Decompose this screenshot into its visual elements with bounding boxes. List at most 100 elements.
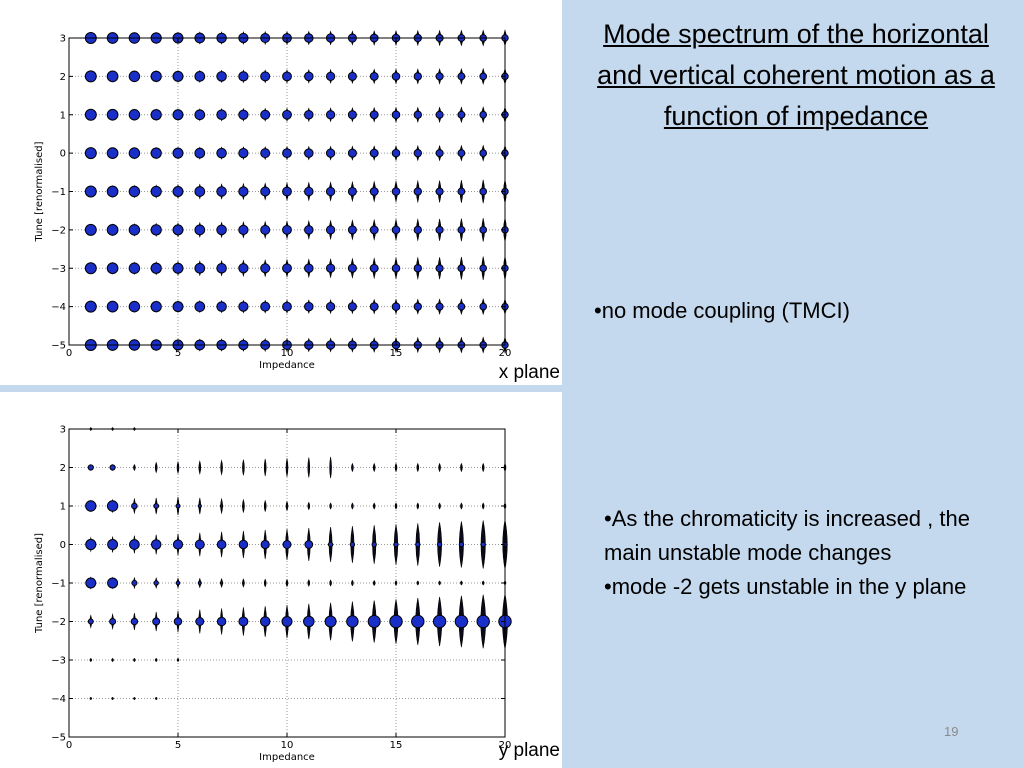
mode-point [371,541,377,548]
mode-point [282,301,292,312]
mode-point [238,301,249,312]
mode-point [457,225,466,234]
mode-point [411,614,425,629]
mode-point [479,110,488,119]
x-tick-label: 0 [66,348,72,359]
mode-point [260,71,271,82]
mode-point [479,264,488,273]
mode-point [282,186,292,197]
mode-point [238,186,249,197]
y-tick-label: −2 [51,225,66,236]
mode-spread-mark [438,580,441,586]
mode-point [282,224,292,235]
mode-point [369,302,379,312]
mode-point [172,186,184,197]
mode-point [219,581,224,585]
mode-point [195,617,205,626]
mode-point [325,71,336,82]
mode-point [413,187,422,196]
mode-point [84,223,97,236]
mode-point [260,263,271,274]
mode-spread-mark [481,580,485,586]
note-chromaticity: •As the chromaticity is increased , the … [604,502,1014,604]
mode-point [242,581,245,585]
mode-point [435,264,444,273]
mode-point [238,224,249,236]
mode-point [106,262,119,275]
mode-spread-mark [481,502,485,510]
mode-spread-mark [307,579,311,587]
mode-point [194,186,206,197]
mode-point [175,580,181,586]
mode-point [85,577,97,589]
y-tick-label: −1 [51,579,66,590]
x-axis-label: Impedance [259,752,315,763]
mode-point [128,70,141,83]
mode-point [479,149,488,157]
mode-point [325,148,336,158]
mode-point [129,539,140,550]
mode-point [480,541,486,548]
mode-point [85,500,97,512]
mode-point [197,503,202,509]
mode-point [347,71,357,81]
mode-point [260,539,270,550]
mode-point [393,541,399,548]
mode-spread-mark [285,500,289,512]
mode-point [304,186,314,197]
mode-point [128,300,141,313]
mode-point [413,110,422,119]
mode-point [349,541,356,548]
mode-point [304,225,314,235]
mode-point [369,71,379,81]
mode-spread-mark [416,502,420,510]
mode-point [172,262,184,274]
mode-point [194,262,206,274]
y-tick-label: −3 [51,656,66,667]
x-tick-label: 0 [66,740,72,751]
mode-point [150,301,162,313]
mode-point [216,539,227,550]
mode-spread-mark [133,463,136,472]
mode-point [325,110,336,120]
mode-spread-mark [460,462,463,473]
mode-point [303,615,315,628]
mode-point [391,263,401,273]
mode-point [194,109,206,121]
mode-point [109,464,116,471]
mode-point [216,301,227,312]
mode-point [107,577,119,589]
mode-point [131,579,138,587]
mode-point [282,109,292,120]
mode-point [347,110,357,120]
mode-spread-mark [460,502,463,510]
mode-point [128,185,141,198]
mode-point [128,262,141,274]
mode-spread-mark [351,462,354,473]
mode-spread-mark [263,458,267,477]
mode-point [347,148,357,158]
mode-point [435,302,444,311]
mode-point [216,186,227,197]
y-tick-label: −2 [51,617,66,628]
mode-point [260,224,271,235]
mode-spread-mark [176,658,180,662]
mode-point [391,302,401,311]
mode-point [369,110,379,120]
slide-title: Mode spectrum of the horizontal and vert… [597,19,995,131]
mode-spread-mark [372,502,376,510]
mode-point [128,224,141,236]
mode-point [413,302,422,311]
mode-point [264,505,267,507]
mode-point [109,618,117,625]
mode-point [106,108,119,121]
mode-point [391,110,401,120]
y-tick-label: 3 [60,34,66,45]
mode-point [238,539,249,550]
mode-point [173,617,183,626]
mode-point [391,148,401,158]
mode-point [391,225,401,235]
mode-point [304,301,314,312]
mode-point [172,70,184,82]
mode-point [391,187,401,196]
